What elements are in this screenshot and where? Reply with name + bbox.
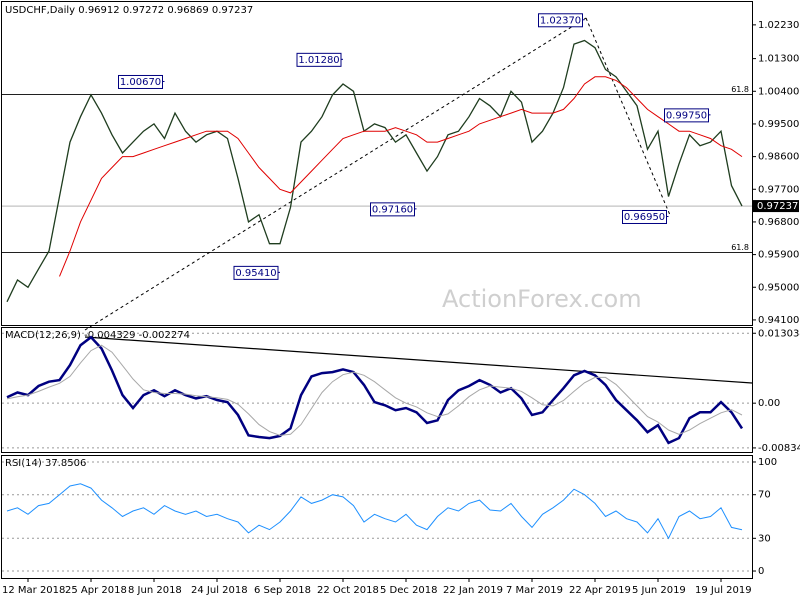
y-tick-label: 0: [758, 566, 764, 577]
rsi-panel: [1, 455, 753, 579]
y-tick-label: 1.01300: [758, 54, 799, 65]
y-tick-label: 0.97700: [758, 184, 799, 195]
annotation-label: 1.02370: [540, 15, 581, 26]
price-title: USDCHF,Daily 0.96912 0.97272 0.96869 0.9…: [5, 5, 253, 16]
level-label: 61.8: [731, 85, 749, 94]
rsi-title: RSI(14) 37.8506: [5, 458, 86, 469]
y-tick-label: 100: [758, 457, 777, 468]
y-tick-label: 1.00400: [758, 86, 799, 97]
x-tick-label: 19 Jul 2019: [695, 585, 752, 596]
macd-trend-line: [84, 336, 753, 384]
x-tick-label: 22 Jan 2019: [443, 585, 503, 596]
price-panel: [1, 1, 753, 326]
trend-line: [84, 17, 587, 331]
x-tick-label: 25 Apr 2018: [65, 585, 127, 596]
x-tick-label: 6 Sep 2018: [254, 585, 311, 596]
last-price-box: [753, 200, 799, 213]
annotation-label: 0.96950: [624, 212, 665, 223]
y-tick-label: 0.95000: [758, 282, 799, 293]
y-tick-label: 0.96800: [758, 217, 799, 228]
x-tick-label: 8 Jun 2018: [128, 585, 182, 596]
series-line: [6, 335, 744, 445]
y-tick-label: 0.95900: [758, 250, 799, 261]
annotation-label: 0.99750: [666, 110, 707, 121]
level-label: 61.8: [731, 243, 749, 252]
macd-panel: [1, 327, 753, 453]
x-tick-label: 7 Mar 2019: [506, 585, 563, 596]
y-tick-label: -0.00834: [758, 443, 800, 454]
y-tick-label: 0.98600: [758, 152, 799, 163]
y-tick-label: 30: [758, 533, 771, 544]
y-tick-label: 0.94100: [758, 315, 799, 326]
y-tick-label: 0.99500: [758, 119, 799, 130]
x-tick-label: 22 Apr 2019: [569, 585, 631, 596]
watermark: ActionForex.com: [442, 285, 642, 313]
last-price-label: 0.97237: [757, 201, 798, 212]
plot-layer: 1.02230 1.01300 1.00400 0.99500 0.98600 0.977…: [2, 13, 800, 596]
annotation-label: 1.01280: [298, 55, 339, 66]
y-tick-label: 0.00: [758, 398, 780, 409]
y-tick-label: 1.02230: [758, 20, 799, 31]
annotation-label: 1.00670: [120, 77, 161, 88]
y-tick-label: 70: [758, 490, 771, 501]
x-tick-label: 22 Oct 2018: [317, 585, 379, 596]
macd-title: MACD(12,26,9) -0.004329 -0.002274: [5, 330, 190, 341]
y-tick-label: 0.013034: [758, 328, 800, 339]
x-tick-label: 12 Mar 2018: [2, 585, 65, 596]
annotation-label: 0.97160: [372, 204, 413, 215]
x-tick-label: 24 Jul 2018: [191, 585, 248, 596]
annotation-label: 0.95410: [235, 268, 276, 279]
series-line: [6, 39, 743, 303]
x-tick-label: 5 Dec 2018: [380, 585, 438, 596]
x-tick-label: 5 Jun 2019: [632, 585, 686, 596]
series-line: [6, 483, 743, 540]
series-line: [6, 344, 743, 436]
series-line: [59, 76, 743, 277]
